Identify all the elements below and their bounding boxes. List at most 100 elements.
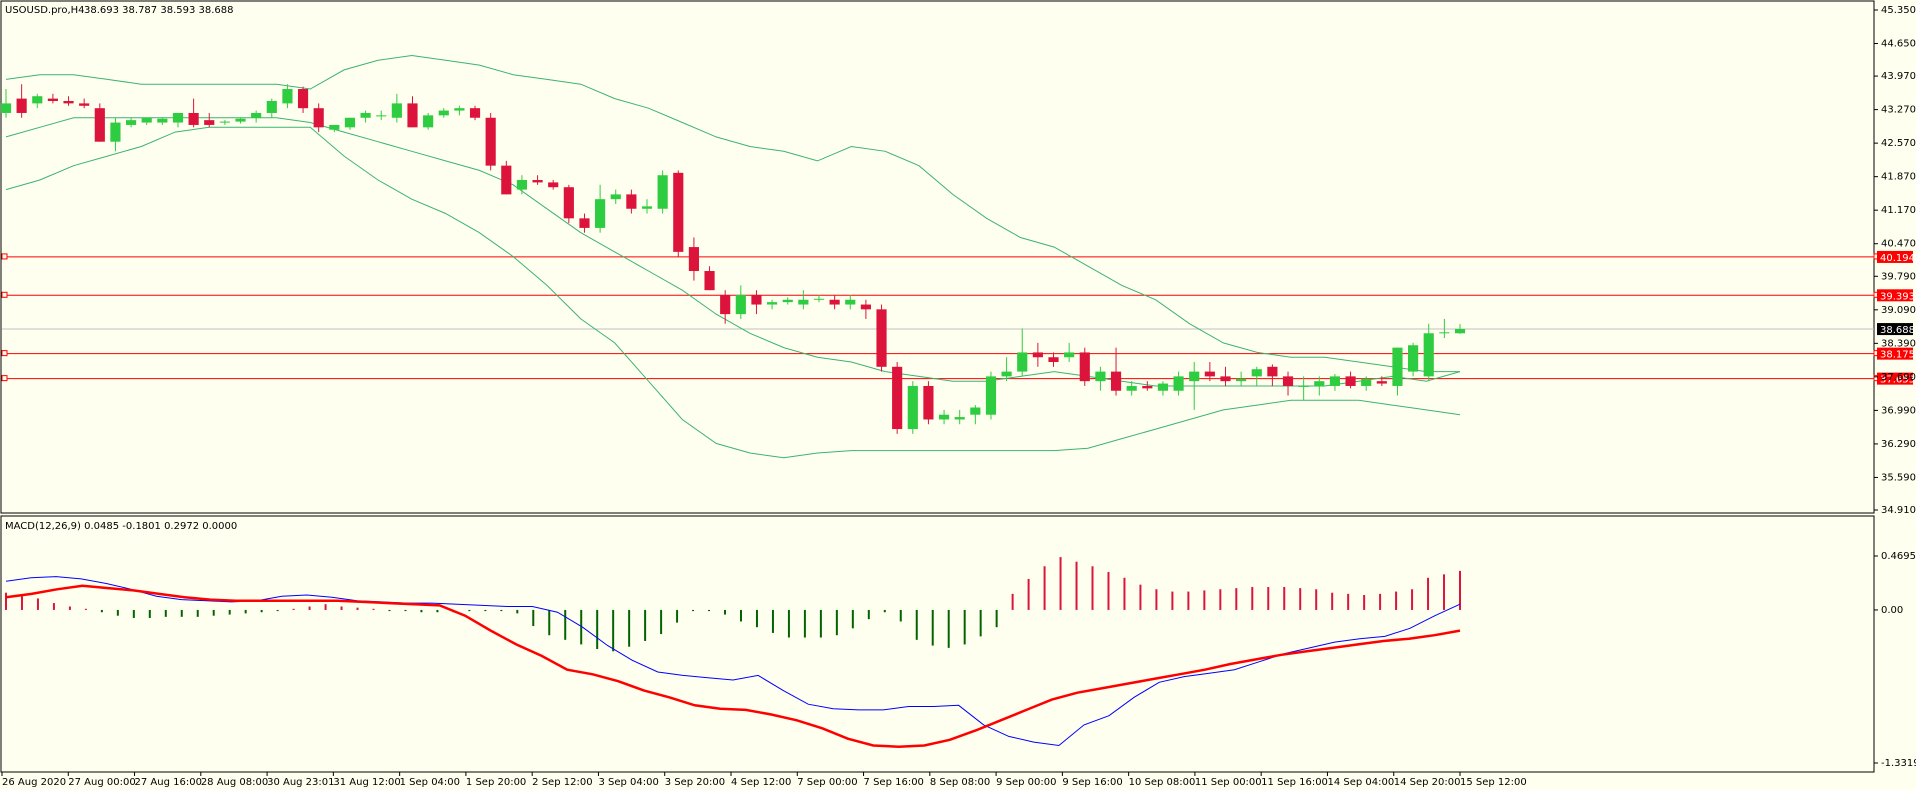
bull-candle [1439, 332, 1450, 334]
price-axis: 45.350 44.650 43.970 43.270 42.570 41.870 41.1… [1874, 5, 1916, 516]
bull-candle [157, 118, 168, 123]
bear-candle [1079, 352, 1090, 382]
bear-candle [751, 294, 762, 305]
time-tick-label: 10 Sep 08:00 [1129, 777, 1196, 788]
price-tick-label: 35.590 [1881, 472, 1916, 483]
bull-candle [1189, 371, 1200, 382]
time-tick-label: 3 Sep 04:00 [598, 777, 658, 788]
bull-candle [1298, 385, 1309, 387]
bull-candle [329, 124, 340, 130]
bull-candle [376, 115, 387, 117]
bull-candle [798, 299, 809, 305]
macd-tick-label: 0.4695 [1881, 551, 1916, 562]
bear-candle [407, 103, 418, 128]
time-tick-label: 30 Aug 23:01 [267, 777, 334, 788]
bear-candle [1220, 376, 1231, 382]
bear-candle [1376, 381, 1387, 384]
bull-candle [141, 117, 152, 123]
bear-candle [94, 108, 105, 142]
price-tick-label: 44.650 [1881, 39, 1916, 50]
bear-candle [1142, 385, 1153, 389]
macd-lines [5, 576, 1461, 748]
price-tick-label: 34.910 [1881, 505, 1916, 516]
price-tick-label: 37.690 [1881, 372, 1916, 383]
bollinger-bands [5, 54, 1461, 459]
time-tick-label: 31 Aug 12:00 [333, 777, 400, 788]
bear-candle [579, 218, 590, 228]
bear-candle [563, 187, 574, 219]
bull-candle [735, 294, 746, 315]
bull-candle [1392, 347, 1403, 386]
price-level-label: 37.653 [1880, 375, 1915, 386]
bear-candle [1048, 357, 1059, 363]
price-level-tag [1877, 250, 1913, 263]
bear-candle [79, 103, 90, 106]
bear-candle [704, 271, 715, 291]
macd-axis: 0.4695 0.00 -1.3319 [1874, 551, 1916, 769]
price-level-handle [1, 375, 8, 382]
price-level-label: 40.194 [1880, 253, 1915, 264]
bollinger-upper [5, 54, 1460, 373]
price-level-label: 38.175 [1880, 350, 1915, 361]
price-tick-label: 43.970 [1881, 71, 1916, 82]
bear-candle [548, 182, 559, 188]
price-pane[interactable]: USOUSD.pro,H4 38.693 38.787 38.593 38.68… [0, 0, 1916, 516]
bull-candle [360, 112, 371, 118]
bull-candle [1095, 371, 1106, 382]
time-tick-label: 9 Sep 00:00 [996, 777, 1056, 788]
macd-histogram [5, 557, 1461, 652]
bull-candle [1251, 369, 1262, 377]
bull-candle [1408, 345, 1419, 372]
bear-candle [673, 172, 684, 252]
bull-candle [954, 417, 965, 420]
bull-candle [1017, 352, 1028, 372]
time-tick-label: 14 Sep 04:00 [1327, 777, 1394, 788]
bear-candle [892, 366, 903, 430]
price-level-tag [1877, 289, 1913, 302]
bear-candle [204, 120, 215, 125]
time-tick-label: 4 Sep 12:00 [731, 777, 791, 788]
price-level-tag [1877, 372, 1913, 385]
bull-candle [782, 299, 793, 303]
time-tick-label: 11 Sep 16:00 [1261, 777, 1328, 788]
price-level-handle [1, 253, 8, 260]
price-level-label: 39.393 [1880, 291, 1915, 302]
bear-candle [469, 108, 481, 118]
price-pane-ohlc: 38.693 38.787 38.593 38.688 [84, 5, 234, 16]
macd-tick-label: 0.00 [1881, 605, 1903, 616]
bear-candle [313, 108, 324, 128]
bull-candle [907, 385, 918, 430]
bull-candle [438, 110, 449, 116]
price-tick-label: 41.170 [1881, 205, 1916, 216]
price-tick-label: 40.470 [1881, 239, 1916, 250]
time-tick-label: 7 Sep 16:00 [864, 777, 924, 788]
macd-pane[interactable]: MACD(12,26,9) 0.0485 -0.1801 0.2972 0.00… [0, 515, 1916, 773]
time-tick-label: 27 Aug 00:00 [68, 777, 135, 788]
bull-candle [610, 194, 621, 200]
bull-candle [32, 96, 43, 104]
bull-candle [970, 407, 981, 415]
bull-candle [985, 376, 997, 415]
price-tick-label: 45.350 [1881, 5, 1916, 16]
bull-candle [1157, 383, 1169, 391]
bull-candle [251, 112, 262, 118]
candlesticks [0, 84, 1466, 434]
bull-candle [1454, 328, 1466, 334]
bear-candle [485, 117, 496, 166]
macd-pane-label: MACD(12,26,9) 0.0485 -0.1801 0.2972 0.00… [5, 521, 237, 532]
bear-candle [720, 294, 731, 315]
price-tick-label: 43.270 [1881, 105, 1916, 116]
bear-candle [188, 112, 199, 125]
bull-candle [423, 115, 434, 128]
bull-candle [1126, 385, 1137, 391]
time-tick-label: 8 Sep 08:00 [930, 777, 990, 788]
price-pane-symbol: USOUSD.pro,H4 [5, 5, 85, 16]
bear-candle [688, 247, 699, 272]
bull-candle [1361, 378, 1372, 386]
current-price-label: 38.688 [1880, 325, 1915, 336]
bull-candle [1423, 333, 1434, 377]
price-level-tag [1877, 347, 1913, 360]
